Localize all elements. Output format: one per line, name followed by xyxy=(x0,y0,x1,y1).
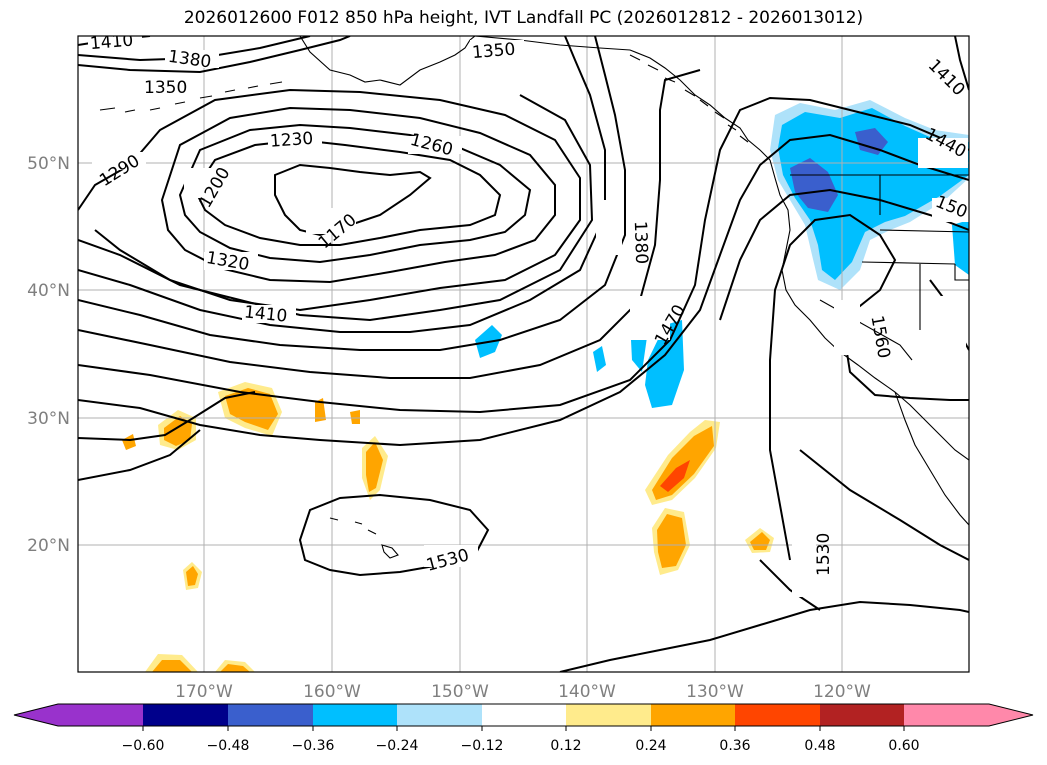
lon-tick-label: 130°W xyxy=(686,682,744,702)
colorbar-tick-label: −0.60 xyxy=(122,738,165,754)
lat-tick-labels: 50°N 40°N 30°N 20°N xyxy=(27,154,70,556)
colorbar-extend-right xyxy=(989,704,1033,726)
contour-1530 xyxy=(78,429,490,577)
lat-tick-label: 50°N xyxy=(27,154,70,174)
colorbar-tick-label: 0.12 xyxy=(550,738,581,754)
colorbar-tick-label: −0.48 xyxy=(207,738,250,754)
baja-coast xyxy=(894,391,969,526)
blue-region-darkcore-2 xyxy=(855,128,888,155)
blue-region-darkcore-1 xyxy=(790,158,838,212)
aleutian-islands xyxy=(99,81,283,113)
orange-region-8-core xyxy=(657,514,686,568)
colorbar-tick-label: −0.36 xyxy=(292,738,335,754)
orange-region-10-core xyxy=(186,566,198,586)
colorbar-segment xyxy=(58,704,143,726)
colorbar-segment xyxy=(143,704,228,726)
orange-region-12-core xyxy=(220,664,250,672)
colorbar: −0.60 −0.48 −0.36 −0.24 −0.12 0.12 0.24 … xyxy=(13,703,1034,754)
colorbar-segment xyxy=(228,704,313,726)
orange-region-4 xyxy=(315,398,326,422)
height-contours xyxy=(78,36,969,672)
colorbar-tick-label: −0.24 xyxy=(376,738,419,754)
contour-label: 1230 xyxy=(269,129,314,152)
lat-tick-label: 20°N xyxy=(27,536,70,556)
lat-tick-label: 30°N xyxy=(27,409,70,429)
map-border xyxy=(77,35,970,673)
colorbar-ticks xyxy=(142,726,905,731)
contour-1320 xyxy=(78,94,594,322)
contour-label: 1530 xyxy=(814,533,834,576)
contour-1440 xyxy=(78,96,969,414)
colorbar-tick-label: −0.12 xyxy=(461,738,504,754)
contour-1470 xyxy=(78,133,969,447)
contour-1410 xyxy=(78,69,701,379)
state-borders xyxy=(819,175,969,361)
contour-east-south xyxy=(559,559,969,672)
contour-label: 1380 xyxy=(630,221,651,265)
contour-1230 xyxy=(178,123,532,264)
contour-label: 1350 xyxy=(471,39,516,63)
hawaii-islands xyxy=(329,517,399,559)
map-title: 2026012600 F012 850 hPa height, IVT Land… xyxy=(183,8,864,28)
contour-label: 1410 xyxy=(89,30,134,54)
colorbar-segment xyxy=(904,704,989,726)
blue-region-mid-4 xyxy=(593,346,606,372)
contour-1560 xyxy=(769,213,969,561)
contour-1500 xyxy=(78,188,969,442)
colorbar-tick-label: 0.24 xyxy=(635,738,666,754)
contour-label: 1350 xyxy=(144,78,187,98)
colorbar-segment xyxy=(482,704,566,726)
contour-1590 xyxy=(954,36,969,91)
lat-lon-grid xyxy=(78,36,969,672)
colorbar-segment xyxy=(397,704,482,726)
lon-tick-label: 150°W xyxy=(431,682,489,702)
contour-se-corner xyxy=(799,449,969,561)
colorbar-outline xyxy=(13,703,1034,727)
colorbar-tick-label: 0.36 xyxy=(719,738,750,754)
orange-region-1-core xyxy=(225,388,278,430)
colorbar-segment xyxy=(651,704,735,726)
colorbar-segment xyxy=(566,704,651,726)
lon-tick-labels: 170°W 160°W 150°W 140°W 130°W 120°W xyxy=(175,682,871,702)
orange-region-5 xyxy=(350,410,360,424)
lon-tick-label: 120°W xyxy=(813,682,871,702)
colorbar-segment xyxy=(735,704,820,726)
colorbar-extend-left xyxy=(14,704,58,726)
orange-region-7-red xyxy=(660,460,690,492)
west-coast xyxy=(769,159,969,461)
contour-label: 1410 xyxy=(243,302,288,326)
contour-1350b xyxy=(78,36,351,74)
alaska-coast xyxy=(299,36,476,86)
colorbar-segment xyxy=(313,704,397,726)
lon-tick-label: 170°W xyxy=(175,682,233,702)
contour-labels: 1410 1380 1350 1350 1230 1260 1290 1200 … xyxy=(88,30,1001,597)
contour-1350 xyxy=(78,36,606,333)
orange-region-6 xyxy=(122,434,136,450)
colorbar-tick-label: 0.60 xyxy=(888,738,919,754)
orange-region-3-core xyxy=(366,442,383,492)
contour-1170 xyxy=(274,163,432,237)
lon-tick-label: 140°W xyxy=(558,682,616,702)
orange-region-11-core xyxy=(152,660,192,672)
contour-label: 1590 xyxy=(967,305,1001,352)
lat-tick-label: 40°N xyxy=(27,281,70,301)
colorbar-segment xyxy=(820,704,904,726)
colorbar-tick-label: 0.48 xyxy=(804,738,835,754)
lon-tick-label: 160°W xyxy=(303,682,361,702)
gulf-alaska-coast xyxy=(474,36,771,161)
contour-1380 xyxy=(78,36,626,351)
blue-region-east xyxy=(952,220,969,275)
